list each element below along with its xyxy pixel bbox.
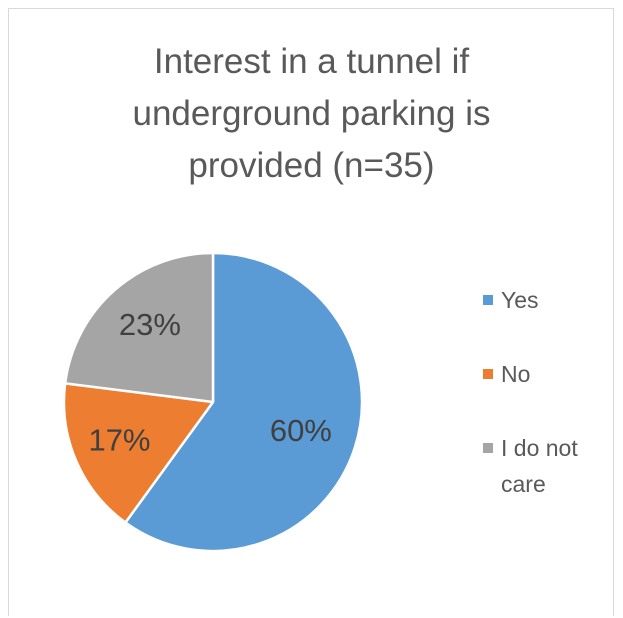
chart-title-line-3: provided (n=35)	[188, 146, 435, 185]
legend-swatch-no	[483, 369, 493, 379]
pie-slice-i-do-not-care	[63, 251, 215, 404]
legend-label-i-do-not-care-line-1: I do not	[501, 435, 578, 461]
legend-item-yes: Yes	[483, 282, 618, 318]
legend-label-no: No	[501, 361, 531, 387]
legend-swatch-yes	[483, 295, 493, 305]
pie-slice-no	[62, 382, 215, 524]
chart-title: Interest in a tunnel if underground park…	[0, 36, 623, 192]
legend-label-i-do-not-care-line-2: care	[501, 471, 546, 497]
legend-swatch-i-do-not-care	[483, 443, 493, 453]
legend-label-yes: Yes	[501, 287, 539, 313]
chart-title-line-2: underground parking is	[132, 94, 491, 133]
chart-title-line-1: Interest in a tunnel if	[153, 42, 470, 81]
legend: Yes No I do not care	[483, 282, 618, 502]
pie-label-yes: 60%	[270, 413, 332, 448]
legend-item-i-do-not-care: I do not care	[483, 430, 618, 502]
pie-labels: 60% 17% 23%	[88, 307, 331, 457]
pie-slices	[62, 251, 364, 553]
legend-item-no: No	[483, 356, 618, 392]
pie-slice-yes	[124, 251, 364, 553]
pie-label-i-do-not-care: 23%	[119, 307, 181, 342]
pie-label-no: 17%	[88, 422, 150, 457]
